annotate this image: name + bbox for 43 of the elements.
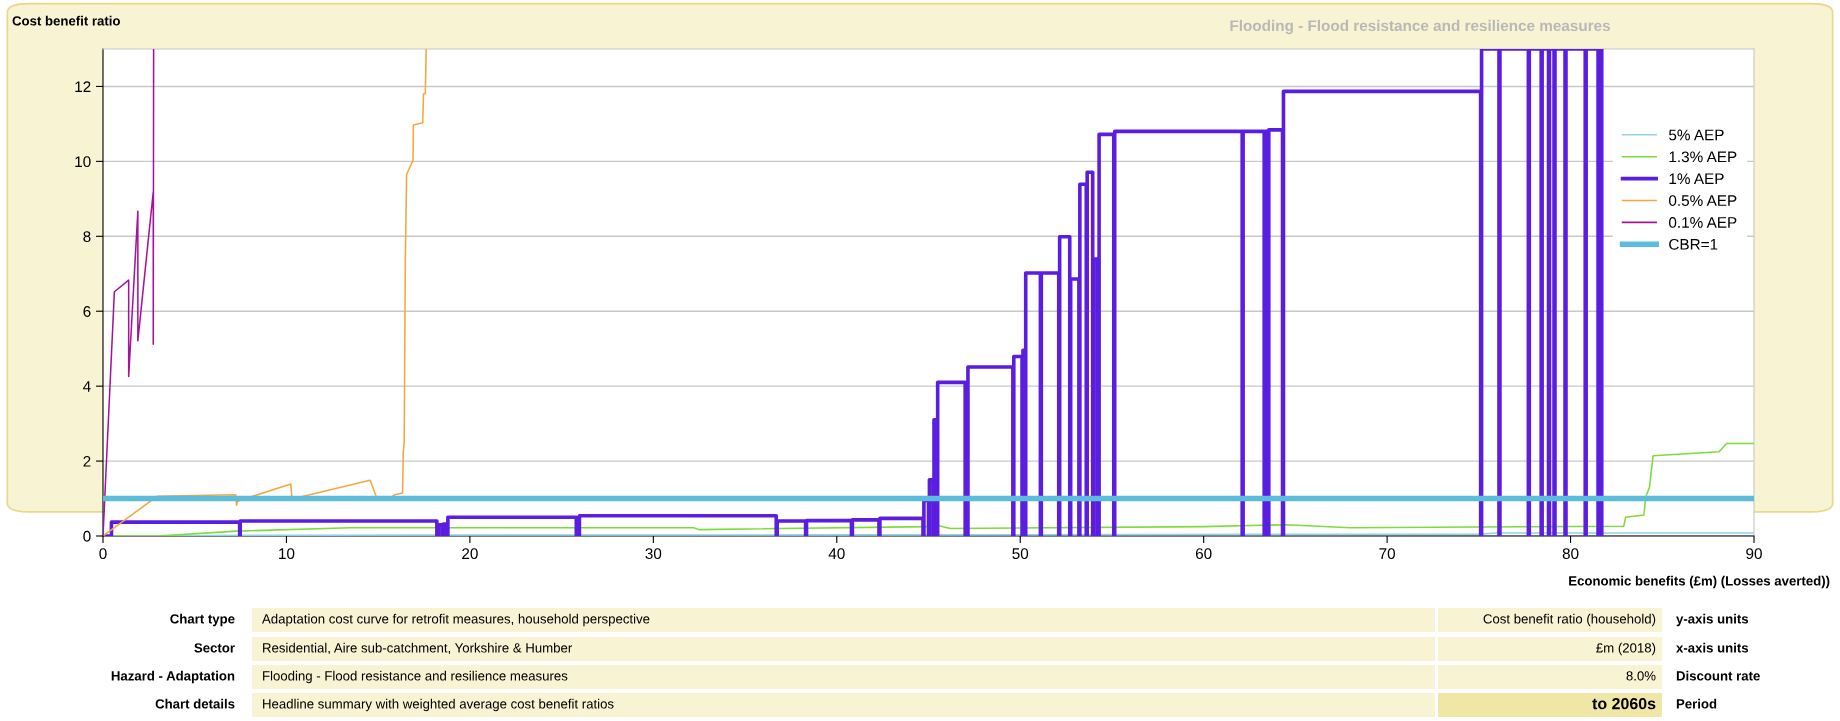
legend-label: CBR=1: [1669, 238, 1718, 250]
legend-label: 0.5% AEP: [1668, 195, 1737, 206]
x-tick-label: 20: [462, 548, 478, 560]
x-tick-label: 90: [1746, 548, 1762, 560]
text: Chart type: [170, 613, 235, 627]
text: 8.0%: [1626, 671, 1656, 681]
legend-label: 1.3% AEP: [1669, 151, 1737, 163]
x-tick-label: 0: [99, 548, 107, 560]
x-tick-label: 40: [828, 548, 845, 560]
x-tick-label: 30: [645, 548, 662, 560]
text: Flooding - Flood resistance and resilience measures: [263, 670, 568, 684]
y-tick-label: 2: [83, 455, 91, 467]
text: Cost benefit ratio (household): [1483, 613, 1656, 627]
text: Headline summary with weighted average cost benefit ratios: [263, 698, 614, 712]
x-tick-label: 50: [1012, 548, 1029, 560]
y-tick-label: 8: [83, 231, 91, 242]
legend-label: 1% AEP: [1669, 173, 1724, 185]
line-series: [103, 49, 1604, 536]
text: Sector: [194, 643, 235, 653]
y-tick-label: 10: [75, 156, 91, 168]
y-tick-label: 0: [83, 530, 91, 542]
x-axis-title: Economic benefits (£m) (Losses averted)): [1569, 575, 1830, 589]
text: Residential, Aire sub-catchment, Yorkshire & Humber: [263, 642, 573, 655]
y-axis-title: Cost benefit ratio: [12, 15, 120, 26]
text: Discount rate: [1676, 670, 1760, 681]
y-tick-label: 6: [83, 306, 91, 317]
y-tick-label: 4: [83, 381, 91, 392]
text: y-axis units: [1676, 613, 1749, 627]
y-tick-label: 12: [75, 81, 91, 92]
x-tick-label: 80: [1562, 548, 1579, 560]
legend-label: 5% AEP: [1669, 129, 1724, 141]
x-tick-label: 10: [279, 548, 295, 560]
chart-title: Flooding - Flood resistance and resilience measures: [1230, 19, 1610, 35]
x-tick-label: 70: [1379, 548, 1396, 560]
text: Chart details: [155, 698, 235, 709]
x-tick-label: 60: [1195, 548, 1212, 560]
text: Hazard - Adaptation: [111, 670, 235, 684]
text: to 2060s: [1592, 697, 1656, 710]
text: x-axis units: [1676, 642, 1749, 653]
text: Adaptation cost curve for retrofit measures, household perspective: [262, 613, 650, 627]
text: Period: [1676, 698, 1717, 709]
legend-label: 0.1% AEP: [1668, 217, 1737, 228]
text: £m (2018): [1596, 642, 1656, 656]
